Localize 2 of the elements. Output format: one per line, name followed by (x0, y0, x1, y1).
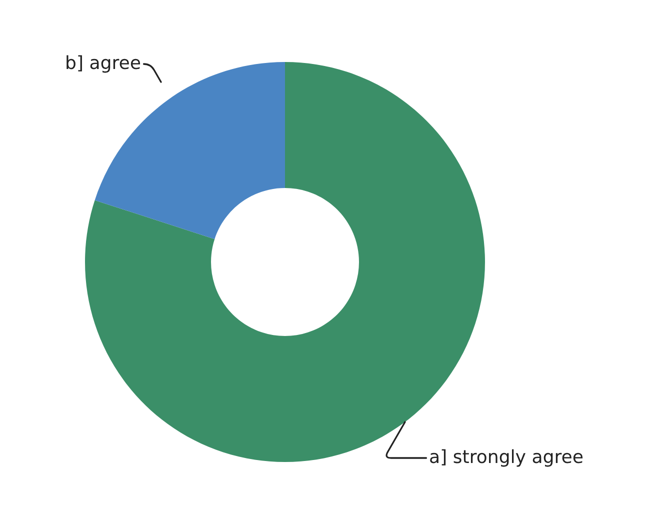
slice-label: a] strongly agree (430, 449, 583, 467)
slice-label: b] agree (66, 55, 140, 73)
